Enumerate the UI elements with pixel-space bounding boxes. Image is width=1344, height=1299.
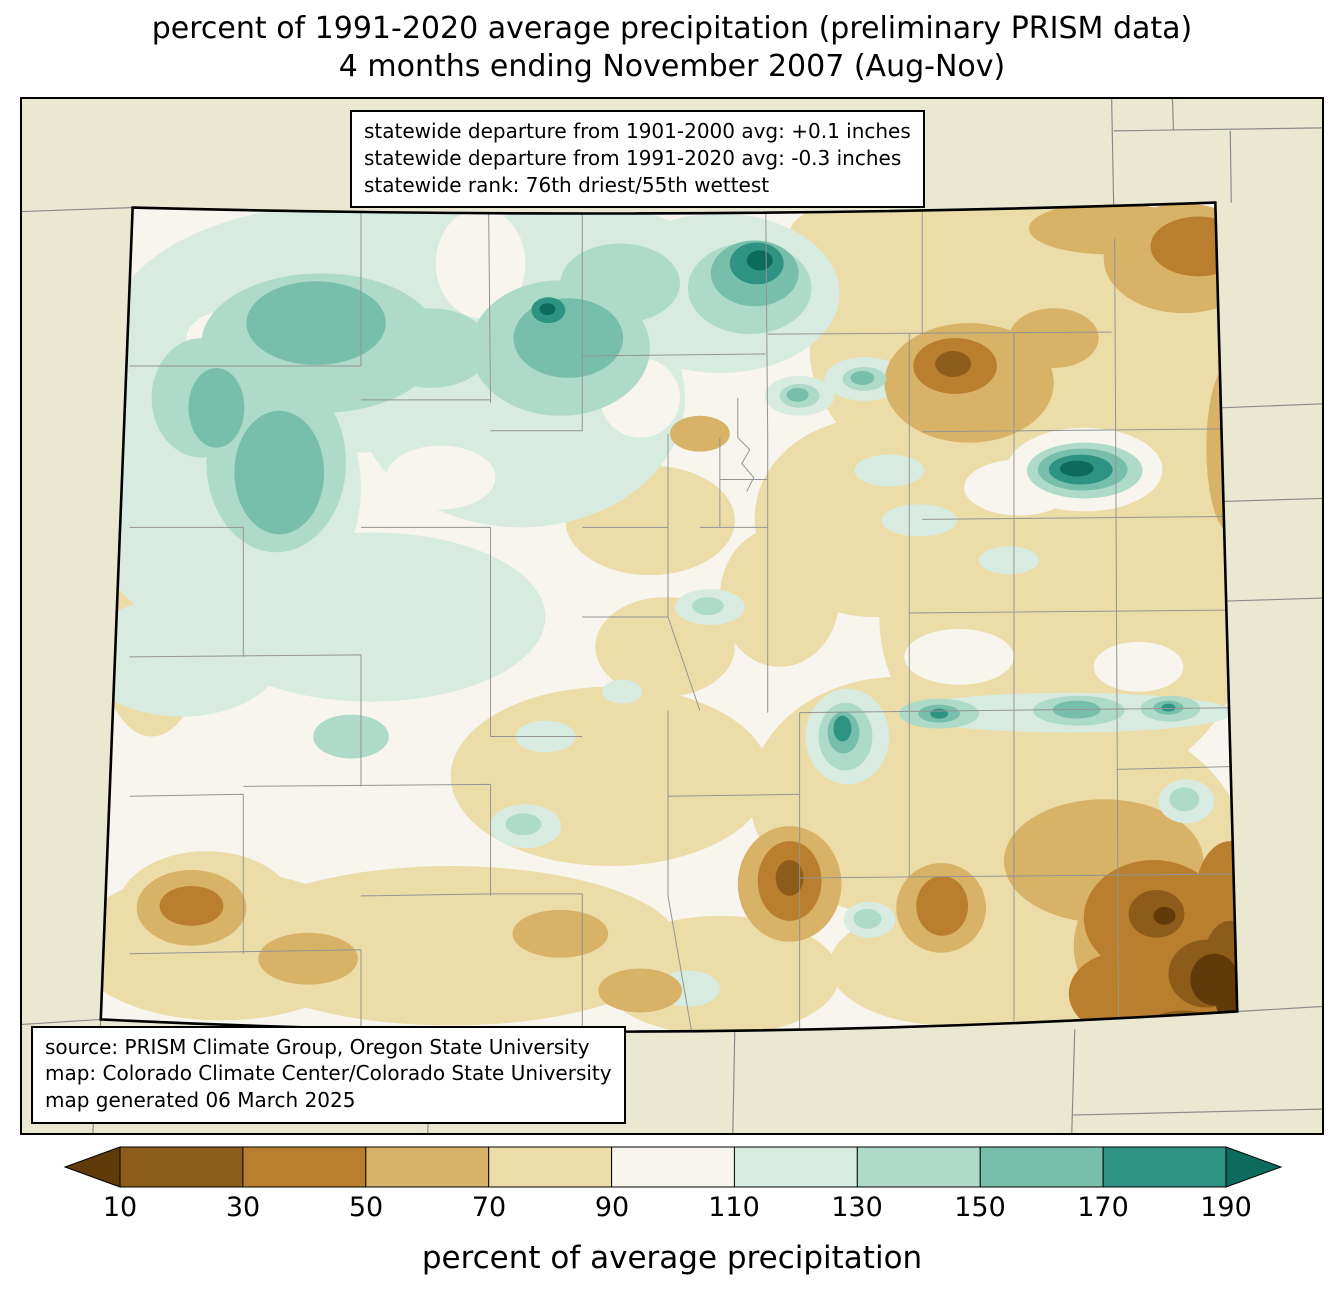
source-line-2: map: Colorado Climate Center/Colorado St… [45,1061,612,1086]
map-title-line1: percent of 1991-2020 average precipitati… [151,11,1193,46]
colorbar-segment [488,1146,613,1188]
precipitation-contours [100,202,1238,1032]
colorbar-tick: 30 [225,1192,261,1223]
colorbar-tick: 190 [1200,1192,1252,1223]
colorbar-segment [242,1146,367,1188]
colorbar-tick: 110 [708,1192,760,1223]
stats-line-2: statewide departure from 1991-2020 avg: … [364,145,902,170]
colorbar-arrow-high [1225,1146,1283,1188]
contour-band-above-190 [539,250,1215,824]
stats-box: statewide departure from 1901-2000 avg: … [350,110,925,209]
colorbar-segment [733,1146,858,1188]
colorbar-segment [979,1146,1104,1188]
colorbar-tick: 10 [102,1192,138,1223]
source-line-1: source: PRISM Climate Group, Oregon Stat… [45,1034,590,1059]
stats-line-1: statewide departure from 1901-2000 avg: … [364,119,911,143]
map-title-line2: 4 months ending November 2007 (Aug-Nov) [338,49,1006,85]
source-box: source: PRISM Climate Group, Oregon Stat… [31,1025,626,1124]
colorbar-ticks: 10 30 50 70 90 110 130 150 170 190 [0,1192,1344,1228]
stats-line-3: statewide rank: 76th driest/55th wettest [364,172,770,197]
colorbar-segment [365,1146,490,1188]
colorbar-segment [119,1146,244,1188]
colorbar-tick: 50 [348,1192,384,1223]
source-line-3: map generated 06 March 2025 [45,1088,356,1113]
colorbar [63,1146,1283,1188]
county-boundaries [129,204,1237,1032]
map-title: percent of 1991-2020 average precipitati… [0,10,1344,87]
colorado-precipitation-map [22,99,1322,1133]
colorbar-segment [611,1146,736,1188]
colorbar-label: percent of average precipitation [421,1240,923,1276]
colorbar-tick: 130 [831,1192,883,1223]
colorbar-tick: 150 [954,1192,1006,1223]
colorbar-tick: 70 [471,1192,507,1223]
colorbar-segment [1102,1146,1227,1188]
map-frame: statewide departure from 1901-2000 avg: … [20,97,1324,1135]
colorbar-tick: 170 [1077,1192,1129,1223]
colorbar-segment [856,1146,981,1188]
colorbar-arrow-low [63,1146,121,1188]
colorbar-tick: 90 [594,1192,630,1223]
contour-band-below-10 [1153,906,1238,1023]
